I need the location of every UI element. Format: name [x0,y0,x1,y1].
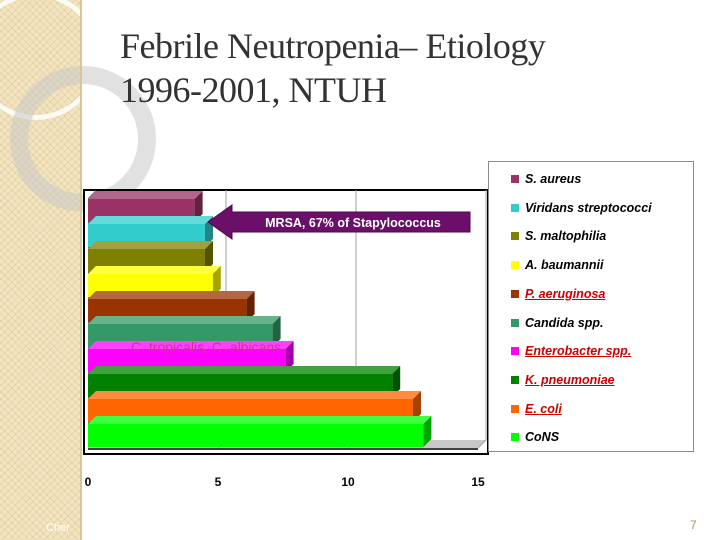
legend-swatch [511,175,519,183]
bar-side [392,366,401,397]
slide-title-line-2: 1996-2001, NTUH [120,70,387,110]
bar-top [88,341,294,349]
legend-swatch [511,289,519,298]
bar-side [423,416,432,447]
legend-label: S. aureus [525,172,582,186]
legend-entry: K. pneumoniae [511,370,615,390]
legend-label: P. aeruginosa [525,286,606,301]
candida-species-note: C. tropicalis, C. albicans [131,339,281,355]
bar-top [88,266,221,274]
legend-entry: Viridans streptococci [511,198,652,218]
legend-swatch [511,318,519,327]
bar-top [88,191,203,199]
legend-label: Enterobacter spp. [525,344,632,359]
bar-side [212,266,221,297]
legend-swatch [511,261,519,270]
legend-swatch [511,375,519,384]
x-tick-label: 5 [215,475,222,489]
legend-label: CoNS [525,430,560,445]
legend-label: E. coli [525,401,562,416]
legend-entry: S. maltophilia [511,226,606,246]
legend-entry: Enterobacter spp. [511,341,631,361]
legend-entry: A. baumannii [511,255,603,275]
bar-top [88,291,255,299]
legend-label: Candida spp. [525,315,604,330]
legend-entry: Candida spp. [511,313,603,333]
x-tick-label: 0 [85,475,92,489]
legend-swatch [511,203,519,212]
side-panel-edge [80,0,82,540]
bar-top [88,241,213,249]
x-tick-label: 10 [341,475,355,489]
bar-top [88,316,281,324]
gridline [477,439,487,449]
legend-entry: S. aureus [511,169,581,189]
slide-title: Febrile Neutropenia– Etiology 1996-2001,… [120,24,546,112]
bar-side [413,391,421,422]
legend-entry: CoNS [511,427,559,447]
page-number: 7 [690,518,697,532]
callout-label: MRSA, 67% of Stapylococcus [265,216,441,230]
bar-top [88,366,401,374]
bar [88,424,424,447]
footer-text: Cher [46,522,70,534]
legend-entry: E. coli [511,399,562,419]
legend-swatch [511,232,519,241]
bar-side [272,316,281,347]
chart-legend: S. aureus Viridans streptococci S. maltoph… [488,161,694,452]
legend-entry: P. aeruginosa [511,284,605,304]
callout-arrow [207,204,471,240]
legend-label: A. baumannii [525,258,604,273]
legend-label: Viridans streptococci [525,200,652,215]
slide-title-line-1: Febrile Neutropenia– Etiology [120,26,546,66]
bar-top [88,391,421,399]
x-tick-label: 15 [471,475,485,489]
legend-swatch [511,347,519,356]
legend-label: K. pneumoniae [525,372,615,387]
bar-side [246,291,255,322]
legend-swatch [511,433,519,442]
legend-label: S. maltophilia [525,229,607,244]
bar-side [194,191,203,222]
decorative-side-panel [0,0,156,540]
bar-side [285,341,294,372]
legend-swatch [511,404,519,413]
bar-top [88,416,432,424]
bar-side [205,241,213,272]
bar-top [88,216,213,224]
